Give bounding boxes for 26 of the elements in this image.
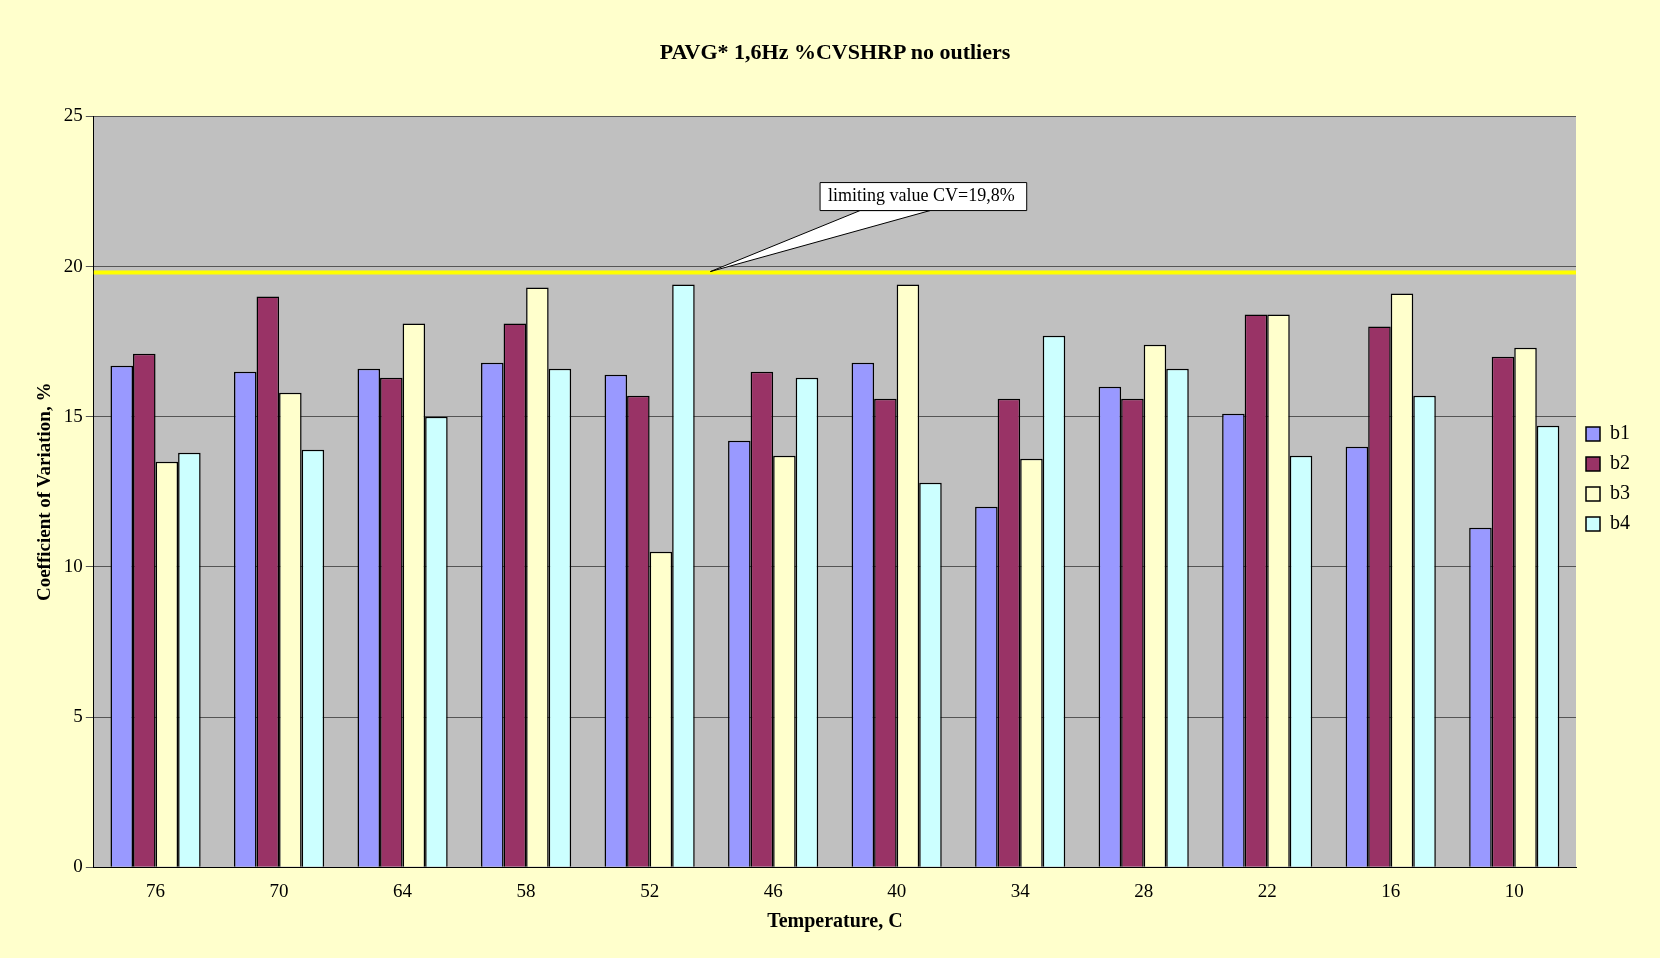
x-axis-title: Temperature, C: [767, 909, 903, 933]
y-tick-label: 10: [63, 554, 83, 576]
legend-label: b4: [1610, 511, 1630, 534]
x-tick-label: 64: [393, 879, 413, 901]
x-tick-label: 76: [146, 879, 166, 901]
legend-label: b1: [1610, 421, 1630, 444]
x-tick-label: 46: [763, 879, 783, 901]
y-tick-label: 20: [63, 254, 83, 276]
y-tick-label: 5: [73, 705, 83, 727]
y-tick-label: 15: [63, 404, 83, 426]
x-tick-label: 16: [1381, 879, 1401, 901]
y-tick-label: 0: [73, 855, 83, 877]
x-tick-label: 10: [1504, 879, 1524, 901]
ref-line-label: limiting value CV=19,8%: [828, 185, 1015, 206]
legend-label: b3: [1610, 481, 1630, 504]
y-axis-title: Coefficient of Variation, %: [33, 382, 55, 602]
x-tick-label: 28: [1134, 879, 1154, 901]
x-tick-label: 52: [640, 879, 660, 901]
x-tick-label: 58: [516, 879, 536, 901]
legend-label: b2: [1610, 451, 1630, 474]
x-tick-label: 70: [269, 879, 289, 901]
x-tick-label: 34: [1010, 879, 1031, 901]
y-tick-label: 25: [63, 104, 83, 126]
chart-title: PAVG* 1,6Hz %CVSHRP no outliers: [659, 38, 1011, 64]
x-tick-label: 40: [887, 879, 907, 901]
x-tick-label: 22: [1257, 879, 1277, 901]
